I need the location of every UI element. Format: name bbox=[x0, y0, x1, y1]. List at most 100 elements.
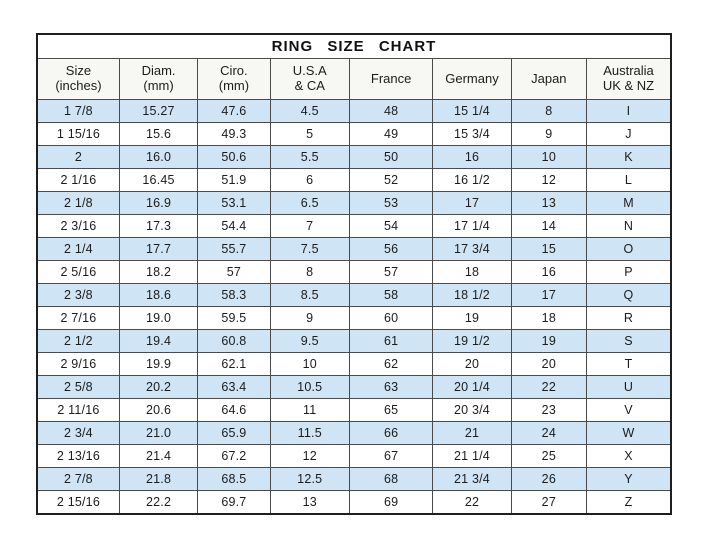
cell: I bbox=[586, 99, 672, 123]
cell: 15.27 bbox=[118, 99, 199, 123]
cell: 17 1/4 bbox=[432, 214, 512, 238]
cell: O bbox=[586, 237, 672, 261]
cell: 16.45 bbox=[118, 168, 199, 192]
cell: 21.4 bbox=[118, 444, 199, 468]
cell: 16 bbox=[432, 145, 512, 169]
cell: 10 bbox=[269, 352, 350, 376]
cell: N bbox=[586, 214, 672, 238]
chart-title: RING SIZE CHART bbox=[36, 33, 672, 59]
cell: 27 bbox=[510, 490, 588, 515]
cell: 61 bbox=[348, 329, 434, 353]
cell: 2 5/16 bbox=[36, 260, 120, 284]
cell: T bbox=[586, 352, 672, 376]
cell: 20 bbox=[432, 352, 512, 376]
cell: 21.8 bbox=[118, 467, 199, 491]
cell: 16 1/2 bbox=[432, 168, 512, 192]
cell: 49 bbox=[348, 122, 434, 146]
cell: 13 bbox=[269, 490, 350, 515]
cell: V bbox=[586, 398, 672, 422]
cell: 15 bbox=[510, 237, 588, 261]
cell: 8 bbox=[510, 99, 588, 123]
header-line2: (mm) bbox=[218, 78, 250, 93]
cell: 2 1/16 bbox=[36, 168, 120, 192]
cell: 57 bbox=[197, 260, 271, 284]
cell: 19.9 bbox=[118, 352, 199, 376]
cell: 9.5 bbox=[269, 329, 350, 353]
cell: W bbox=[586, 421, 672, 445]
ring-size-table: RING SIZE CHART Size (inches) Diam. (mm) Cir… bbox=[36, 33, 672, 515]
cell: 18.2 bbox=[118, 260, 199, 284]
cell: L bbox=[586, 168, 672, 192]
cell: 56 bbox=[348, 237, 434, 261]
cell: 17.3 bbox=[118, 214, 199, 238]
cell: 20.2 bbox=[118, 375, 199, 399]
cell: 58.3 bbox=[197, 283, 271, 307]
cell: Z bbox=[586, 490, 672, 515]
cell: 65 bbox=[348, 398, 434, 422]
cell: 67 bbox=[348, 444, 434, 468]
cell: 20 bbox=[510, 352, 588, 376]
column-header-france: France bbox=[348, 58, 434, 100]
cell: 64.6 bbox=[197, 398, 271, 422]
cell: 68 bbox=[348, 467, 434, 491]
cell: 2 15/16 bbox=[36, 490, 120, 515]
cell: 21 1/4 bbox=[432, 444, 512, 468]
cell: 18.6 bbox=[118, 283, 199, 307]
cell: 67.2 bbox=[197, 444, 271, 468]
table-row: 2 11/16 20.6 64.6 11 65 20 3/4 23 V bbox=[36, 398, 672, 422]
cell: 55.7 bbox=[197, 237, 271, 261]
cell: Y bbox=[586, 467, 672, 491]
cell: 2 11/16 bbox=[36, 398, 120, 422]
cell: 21 3/4 bbox=[432, 467, 512, 491]
cell: 21.0 bbox=[118, 421, 199, 445]
cell: 19 1/2 bbox=[432, 329, 512, 353]
cell: 14 bbox=[510, 214, 588, 238]
cell: 69.7 bbox=[197, 490, 271, 515]
cell: R bbox=[586, 306, 672, 330]
header-line1: U.S.A bbox=[292, 63, 327, 79]
column-header-row: Size (inches) Diam. (mm) Ciro. (mm) U.S.A & CA F… bbox=[36, 58, 672, 100]
header-line1: Germany bbox=[445, 70, 499, 86]
chart-title-row: RING SIZE CHART bbox=[36, 33, 672, 59]
cell: 16.9 bbox=[118, 191, 199, 215]
cell: 2 1/4 bbox=[36, 237, 120, 261]
cell: 50.6 bbox=[197, 145, 271, 169]
cell: 52 bbox=[348, 168, 434, 192]
table-row: 2 13/16 21.4 67.2 12 67 21 1/4 25 X bbox=[36, 444, 672, 468]
table-row: 2 3/8 18.6 58.3 8.5 58 18 1/2 17 Q bbox=[36, 283, 672, 307]
table-row: 2 1/2 19.4 60.8 9.5 61 19 1/2 19 S bbox=[36, 329, 672, 353]
table-row: 2 5/8 20.2 63.4 10.5 63 20 1/4 22 U bbox=[36, 375, 672, 399]
cell: S bbox=[586, 329, 672, 353]
cell: 2 3/8 bbox=[36, 283, 120, 307]
cell: 25 bbox=[510, 444, 588, 468]
cell: 21 bbox=[432, 421, 512, 445]
cell: 26 bbox=[510, 467, 588, 491]
cell: 19.4 bbox=[118, 329, 199, 353]
cell: P bbox=[586, 260, 672, 284]
ring-size-chart: RING SIZE CHART Size (inches) Diam. (mm) Cir… bbox=[36, 33, 672, 515]
cell: 17 bbox=[432, 191, 512, 215]
table-row: 2 7/8 21.8 68.5 12.5 68 21 3/4 26 Y bbox=[36, 467, 672, 491]
cell: 18 bbox=[510, 306, 588, 330]
header-line1: Size bbox=[65, 63, 92, 79]
column-header-germany: Germany bbox=[432, 58, 512, 100]
cell: 48 bbox=[348, 99, 434, 123]
cell: 68.5 bbox=[197, 467, 271, 491]
cell: 8 bbox=[269, 260, 350, 284]
cell: 16.0 bbox=[118, 145, 199, 169]
cell: 49.3 bbox=[197, 122, 271, 146]
cell: 17 bbox=[510, 283, 588, 307]
cell: 2 3/4 bbox=[36, 421, 120, 445]
cell: 47.6 bbox=[197, 99, 271, 123]
cell: 7 bbox=[269, 214, 350, 238]
cell: 10 bbox=[510, 145, 588, 169]
cell: 12 bbox=[269, 444, 350, 468]
table-row: 2 1/4 17.7 55.7 7.5 56 17 3/4 15 O bbox=[36, 237, 672, 261]
cell: 20 1/4 bbox=[432, 375, 512, 399]
cell: 20 3/4 bbox=[432, 398, 512, 422]
table-row: 1 15/16 15.6 49.3 5 49 15 3/4 9 J bbox=[36, 122, 672, 146]
cell: 15 3/4 bbox=[432, 122, 512, 146]
cell: 12 bbox=[510, 168, 588, 192]
table-body: 1 7/8 15.27 47.6 4.5 48 15 1/4 8 I 1 15/16 15.6 49… bbox=[36, 99, 672, 515]
